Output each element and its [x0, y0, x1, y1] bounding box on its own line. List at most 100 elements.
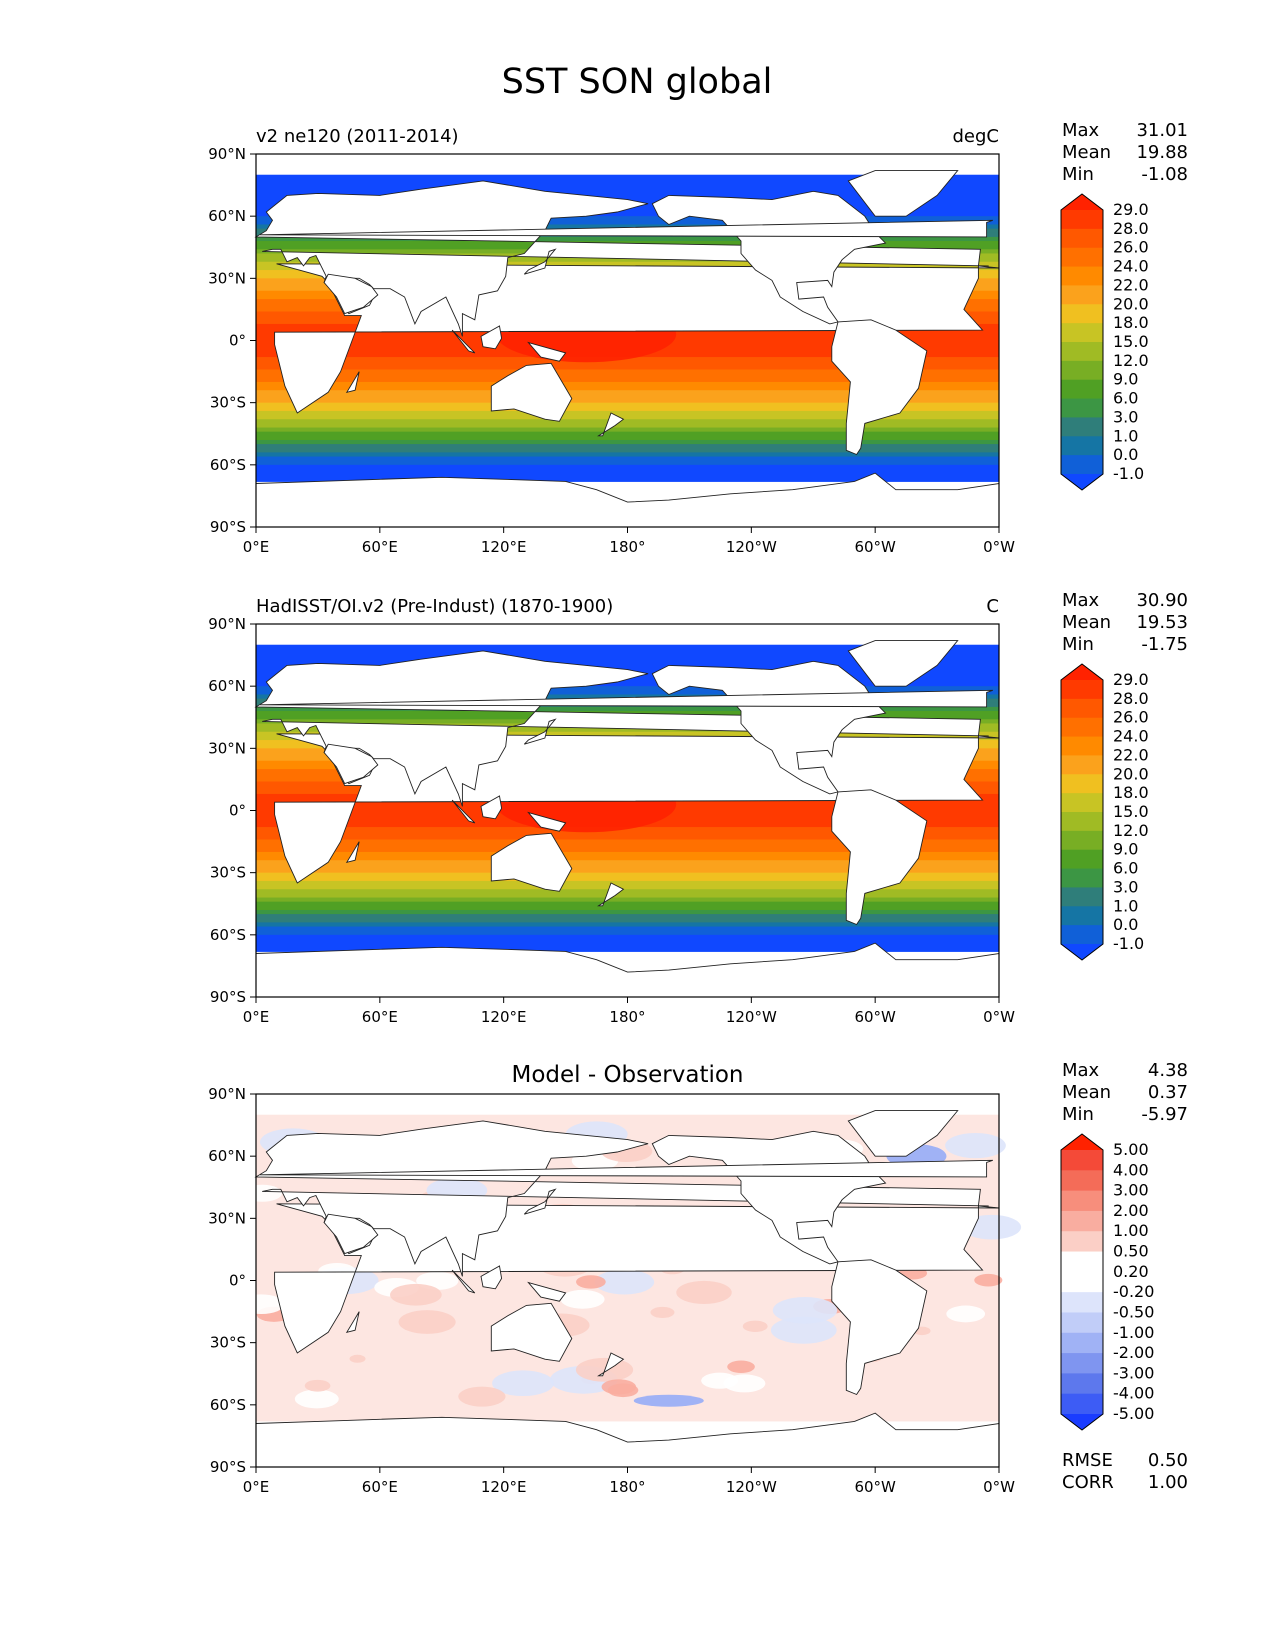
lat-tick-label: 90°S	[210, 988, 246, 1006]
colorbar-tick-label: 29.0	[1113, 200, 1149, 219]
stat-value: 0.37	[1148, 1082, 1188, 1103]
stat-label: Max	[1062, 590, 1100, 611]
panel-left-title: v2 ne120 (2011-2014)	[256, 126, 459, 147]
colorbar-swatch	[1061, 1210, 1103, 1232]
lon-tick-label: 180°	[609, 1478, 645, 1496]
lat-tick-label: 60°S	[210, 456, 246, 474]
colorbar-extend-min	[1061, 1414, 1103, 1430]
colorbar-tick-label: 3.0	[1113, 877, 1138, 896]
landmasses	[254, 640, 1000, 998]
colorbar-tick-label: 9.0	[1113, 840, 1138, 859]
colorbar-tick-label: 9.0	[1113, 370, 1138, 389]
colorbar-tick-label: -2.00	[1113, 1343, 1154, 1362]
colorbar-tick-label: 0.0	[1113, 915, 1138, 934]
colorbar-swatch	[1061, 717, 1103, 738]
colorbar-tick-label: 6.0	[1113, 389, 1138, 408]
stat-value: 0.50	[1148, 1450, 1188, 1471]
colorbar-swatch	[1061, 849, 1103, 870]
colorbar-tick-label: -1.00	[1113, 1323, 1154, 1342]
colorbar-tick-label: -5.00	[1113, 1404, 1154, 1423]
coastline	[831, 1259, 928, 1396]
lat-tick-label: 90°S	[210, 1458, 246, 1476]
lat-tick-label: 0°	[229, 802, 246, 820]
colorbar-swatch	[1061, 1170, 1103, 1192]
lon-tick-label: 0°W	[983, 1008, 1015, 1026]
stat-label: Mean	[1062, 612, 1111, 633]
figure-title: SST SON global	[502, 62, 773, 102]
colorbar-swatch	[1061, 398, 1103, 419]
stat-label: Min	[1062, 1104, 1094, 1125]
lon-tick-label: 60°E	[362, 1008, 398, 1026]
colorbar-tick-label: 0.20	[1113, 1262, 1149, 1281]
stat-value: 4.38	[1148, 1060, 1188, 1081]
panel-1: 90°N 60°N 30°N 0° 30°S 60°S 90°S 0°E 60°E 120°E 18…	[208, 120, 1188, 556]
colorbar-tick-label: 3.00	[1113, 1181, 1149, 1200]
lon-tick-label: 0°E	[243, 1478, 270, 1496]
coastline	[527, 341, 567, 362]
colorbar-swatch	[1061, 680, 1103, 700]
colorbar-swatch	[1061, 1312, 1103, 1334]
colorbar-swatch	[1061, 698, 1103, 719]
coastline	[254, 1120, 989, 1277]
colorbar-tick-label: 26.0	[1113, 708, 1149, 727]
coastline	[831, 319, 928, 456]
panel-2: 90°N 60°N 30°N 0° 30°S 60°S 90°S 0°E 60°E 120°E 18…	[208, 590, 1188, 1026]
stat-value: 31.01	[1136, 120, 1188, 141]
colorbar-tick-label: 0.0	[1113, 445, 1138, 464]
coastline	[523, 1188, 557, 1215]
coastline	[260, 219, 993, 238]
colorbar-swatch	[1061, 1353, 1103, 1374]
colorbar-swatch	[1061, 1271, 1103, 1293]
lon-tick-label: 180°	[609, 538, 645, 556]
lat-tick-label: 30°N	[208, 269, 246, 287]
colorbar-tick-label: 15.0	[1113, 332, 1149, 351]
coastline	[260, 1159, 993, 1178]
colorbar-tick-label: 28.0	[1113, 689, 1149, 708]
stat-value: 1.00	[1148, 1472, 1188, 1493]
lat-tick-label: 60°N	[208, 677, 246, 695]
stat-label: Min	[1062, 164, 1094, 185]
coastline	[527, 811, 567, 832]
coastline	[451, 799, 476, 824]
landmasses	[254, 170, 1000, 528]
colorbar-tick-label: 1.0	[1113, 426, 1138, 445]
coastline	[260, 689, 993, 708]
stat-label: Mean	[1062, 1082, 1111, 1103]
colorbar-swatch	[1061, 925, 1103, 945]
colorbar-swatch	[1061, 1190, 1103, 1212]
coastline	[323, 1213, 379, 1255]
lon-tick-label: 120°E	[481, 538, 527, 556]
lon-tick-label: 60°E	[362, 538, 398, 556]
stat-value: -5.97	[1141, 1104, 1188, 1125]
lat-tick-label: 60°N	[208, 207, 246, 225]
colorbar-swatch	[1061, 887, 1103, 907]
coastline	[490, 832, 573, 892]
coastline	[597, 1352, 625, 1377]
coastline	[345, 371, 360, 394]
colorbar-tick-label: -0.50	[1113, 1302, 1154, 1321]
coastline	[847, 170, 959, 217]
colorbar-tick-label: 12.0	[1113, 821, 1149, 840]
colorbar-swatch	[1061, 1332, 1103, 1354]
colorbar-swatch	[1061, 868, 1103, 889]
colorbar-extend-min	[1061, 944, 1103, 960]
lat-tick-label: 90°N	[208, 615, 246, 633]
coastline	[523, 718, 557, 745]
lon-tick-label: 120°W	[726, 1478, 777, 1496]
stat-label: Mean	[1062, 142, 1111, 163]
colorbar-swatch	[1061, 1393, 1103, 1415]
lon-tick-label: 120°W	[726, 1008, 777, 1026]
coastline	[480, 1265, 503, 1290]
lon-tick-label: 0°E	[243, 538, 270, 556]
coastline	[451, 1269, 476, 1294]
stat-value: 19.53	[1136, 612, 1188, 633]
colorbar-swatch	[1061, 774, 1103, 794]
colorbar-swatch	[1061, 812, 1103, 832]
colorbar-tick-label: -1.0	[1113, 934, 1144, 953]
colorbar-swatch	[1061, 360, 1103, 381]
panel-left-title: HadISST/OI.v2 (Pre-Indust) (1870-1900)	[256, 596, 613, 617]
lon-tick-label: 0°W	[983, 1478, 1015, 1496]
colorbar-tick-label: 5.00	[1113, 1140, 1149, 1159]
colorbar: 5.004.00 3.002.001.00 0.500.20-0.20-0.50 -1…	[1060, 1133, 1154, 1431]
coastline	[523, 248, 557, 275]
